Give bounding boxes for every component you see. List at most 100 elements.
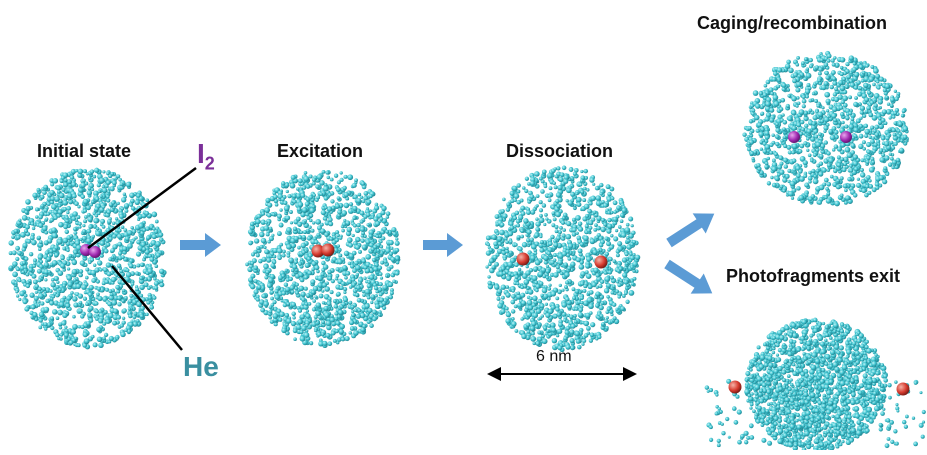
helium-atom xyxy=(139,313,144,319)
helium-droplet-dissociation xyxy=(484,165,641,353)
helium-atom xyxy=(23,228,29,234)
helium-atom xyxy=(504,306,509,311)
helium-atom xyxy=(55,185,61,191)
helium-atom xyxy=(32,264,37,268)
helium-atom xyxy=(826,53,832,59)
helium-atom xyxy=(69,234,74,238)
helium-atom xyxy=(83,219,88,224)
helium-atom xyxy=(525,264,529,269)
helium-atom xyxy=(284,312,290,318)
helium-atom xyxy=(40,194,45,200)
helium-atom xyxy=(791,158,797,163)
helium-atom xyxy=(248,240,253,246)
helium-atom xyxy=(351,312,356,318)
helium-atom xyxy=(311,261,317,267)
helium-atom xyxy=(379,216,384,221)
helium-atom xyxy=(273,198,279,204)
helium-atom xyxy=(867,190,872,195)
helium-atom xyxy=(86,237,92,244)
helium-atom xyxy=(365,313,369,317)
helium-atom xyxy=(871,160,875,164)
helium-atom xyxy=(494,214,500,219)
helium-atom xyxy=(582,300,589,307)
helium-atom xyxy=(253,289,259,295)
helium-atom xyxy=(546,251,551,256)
helium-atom xyxy=(137,229,141,234)
helium-atom xyxy=(556,204,561,208)
helium-atom xyxy=(784,63,791,69)
helium-atom xyxy=(613,210,617,214)
helium-atom xyxy=(250,261,255,265)
helium-atom xyxy=(585,213,590,218)
helium-atom xyxy=(862,146,867,151)
helium-atom xyxy=(310,228,315,233)
helium-atom xyxy=(145,226,150,232)
helium-atom xyxy=(598,242,604,248)
helium-atom xyxy=(543,325,548,330)
helium-atom xyxy=(348,300,353,305)
helium-atom xyxy=(66,210,70,215)
helium-atom xyxy=(550,260,555,265)
helium-atom xyxy=(752,90,759,96)
helium-atom xyxy=(255,223,260,228)
helium-atom xyxy=(44,230,49,235)
helium-atom xyxy=(532,295,538,302)
helium-atom xyxy=(773,100,780,107)
helium-atom xyxy=(749,406,753,410)
helium-atom xyxy=(78,225,82,229)
helium-atom xyxy=(630,282,635,286)
helium-atom xyxy=(28,251,34,257)
helium-atom xyxy=(825,109,830,113)
helium-atom xyxy=(520,317,524,321)
helium-atom xyxy=(507,261,513,268)
helium-atom xyxy=(395,237,399,241)
helium-atom xyxy=(758,91,763,96)
helium-atom xyxy=(513,242,518,247)
helium-atom xyxy=(509,217,513,221)
helium-atom xyxy=(371,257,376,262)
helium-atom xyxy=(866,155,871,160)
helium-atom xyxy=(249,283,256,290)
helium-atom xyxy=(378,292,383,297)
helium-atom xyxy=(496,288,503,295)
helium-atom xyxy=(71,259,78,266)
helium-atom xyxy=(134,271,140,276)
helium-atom xyxy=(553,314,558,319)
helium-atom xyxy=(612,200,618,206)
helium-atom xyxy=(312,299,317,303)
helium-atom xyxy=(550,304,556,310)
helium-atom xyxy=(302,230,307,235)
helium-atom xyxy=(368,242,374,248)
helium-atom xyxy=(361,184,367,190)
helium-atom xyxy=(588,220,594,226)
helium-atom xyxy=(610,233,614,238)
helium-atom xyxy=(501,246,506,252)
helium-atom xyxy=(276,247,283,254)
helium-atom xyxy=(555,307,560,312)
helium-atom xyxy=(290,174,296,180)
helium-atom xyxy=(272,212,276,217)
helium-atom xyxy=(38,214,43,220)
helium-atom xyxy=(82,198,89,205)
helium-atom xyxy=(94,267,100,273)
helium-atom xyxy=(567,243,574,249)
helium-atom xyxy=(341,210,348,216)
helium-atom xyxy=(295,282,299,287)
helium-atom xyxy=(365,254,372,260)
helium-atom xyxy=(600,300,605,306)
helium-atom xyxy=(30,315,34,319)
helium-atom xyxy=(74,201,79,207)
helium-atom xyxy=(812,178,819,185)
helium-atom xyxy=(613,236,619,242)
helium-atom xyxy=(553,253,557,257)
helium-atom xyxy=(538,217,545,224)
helium-atom xyxy=(603,203,608,208)
helium-atom xyxy=(289,285,295,291)
helium-atom xyxy=(116,314,122,320)
helium-atom xyxy=(361,199,366,204)
helium-atom xyxy=(298,285,305,292)
helium-atom xyxy=(818,161,824,166)
helium-atom xyxy=(82,208,88,213)
helium-atom xyxy=(592,210,597,215)
helium-atom xyxy=(305,293,311,298)
